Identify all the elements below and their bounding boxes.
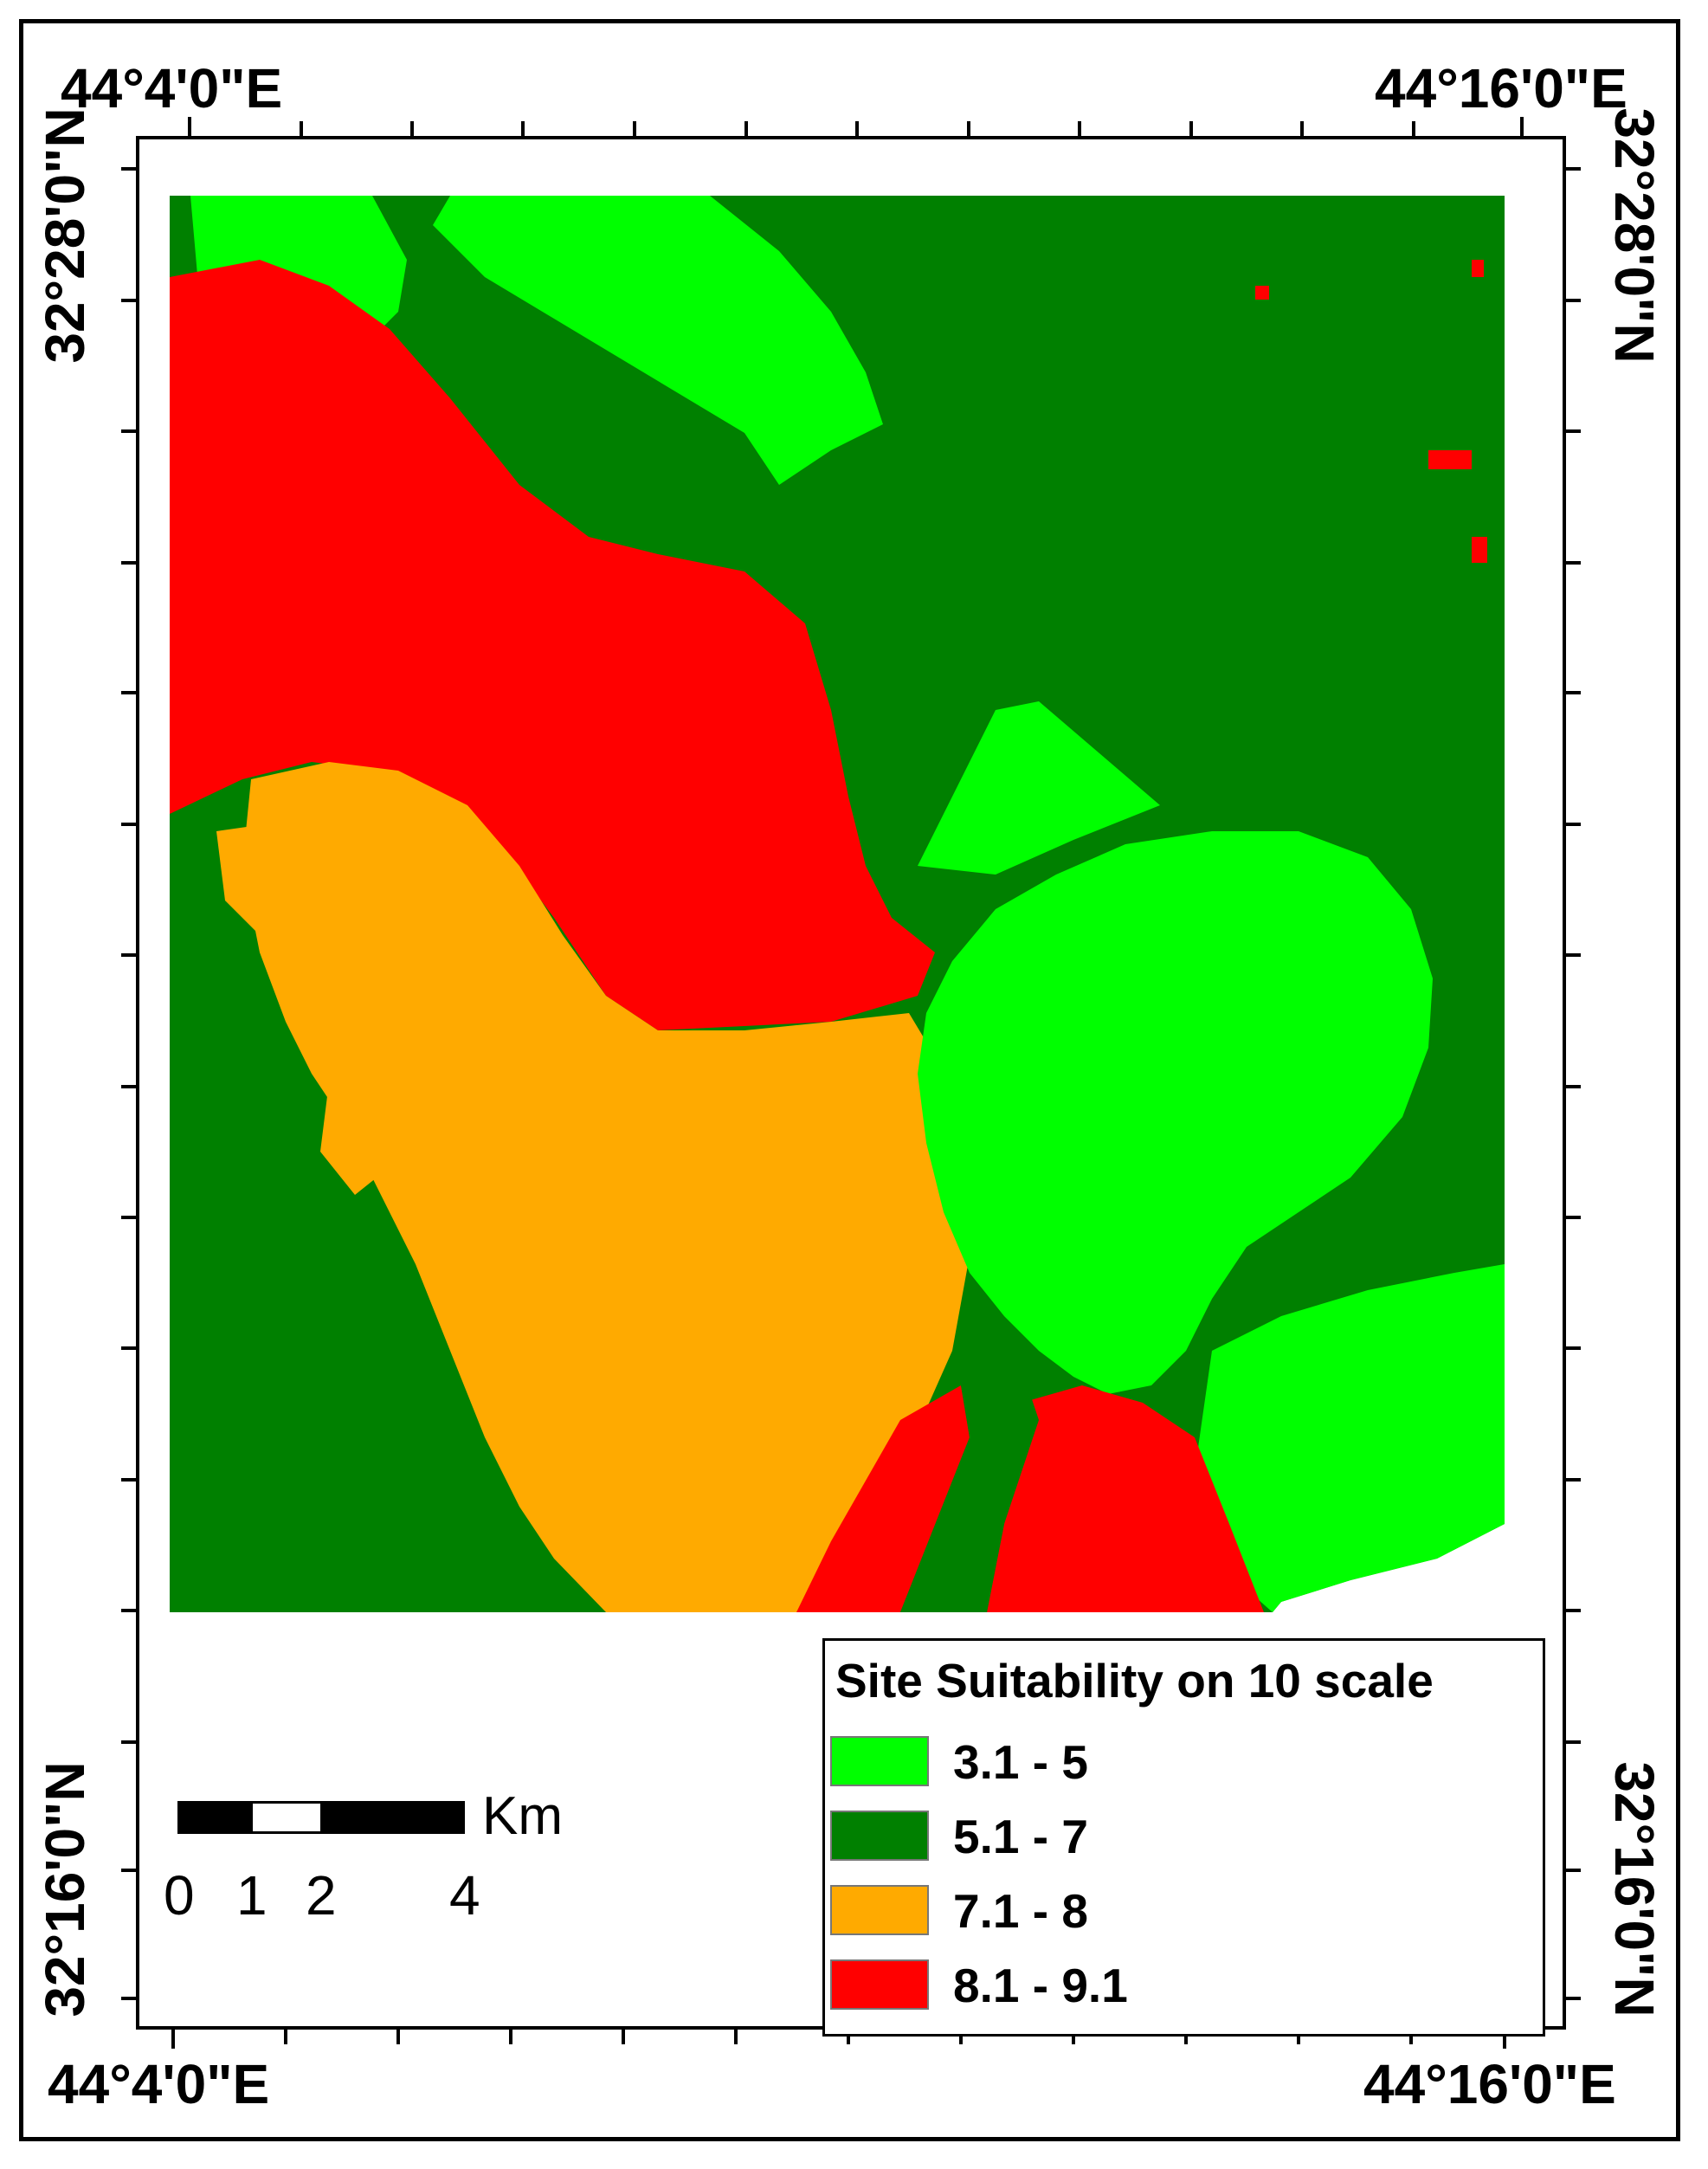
zone-8-1-9-1-south-1 xyxy=(796,1385,970,1612)
legend-swatch-bright-green xyxy=(830,1736,929,1786)
scale-bar-segment-1-2 xyxy=(250,1801,323,1834)
zone-8-1-9-1-south-2 xyxy=(987,1385,1264,1612)
zone-8-1-9-1-speck-e1 xyxy=(1472,260,1484,277)
scale-bar-tick-label: 2 xyxy=(306,1864,337,1927)
longitude-label-bottom-west: 44°4'0"E xyxy=(48,2053,270,2115)
zone-3-1-5-se xyxy=(1195,1264,1505,1612)
legend-swatch-orange xyxy=(830,1885,929,1935)
legend-swatch-dark-green xyxy=(830,1811,929,1861)
outer-frame xyxy=(19,19,1680,2141)
tick-marks xyxy=(121,117,1581,2049)
scale-bar-segment-2-4 xyxy=(321,1801,465,1834)
scale-bar-tick-label: 1 xyxy=(236,1864,267,1927)
scale-bar-tick-label: 0 xyxy=(164,1864,195,1927)
legend-label: 3.1 - 5 xyxy=(953,1735,1088,1789)
latitude-label-right-south: 32°16'0"N xyxy=(1603,1761,1666,2017)
latitude-label-left-north: 32°28'0"N xyxy=(34,107,96,364)
legend-label: 5.1 - 7 xyxy=(953,1810,1088,1863)
latitude-label-left-south: 32°16'0"N xyxy=(34,1761,96,2017)
latitude-label-right-north: 32°28'0"N xyxy=(1603,107,1666,364)
zone-3-1-5-north xyxy=(433,196,883,485)
zone-8-1-9-1-west xyxy=(170,260,935,1030)
zone-8-1-9-1-speck-e4 xyxy=(1255,286,1269,300)
scale-bar: Km 0 1 2 4 xyxy=(164,1786,645,1974)
zone-5-1-7-south-wedge xyxy=(900,1368,1039,1612)
legend-title: Site Suitability on 10 scale xyxy=(835,1654,1434,1707)
legend-item-3-1-5: 3.1 - 5 xyxy=(830,1736,1523,1788)
zone-7-1-8-west-fringe xyxy=(216,823,329,935)
legend-label: 7.1 - 8 xyxy=(953,1884,1088,1938)
scale-bar-segment-0-1 xyxy=(177,1801,252,1834)
zone-7-1-8-central xyxy=(242,762,970,1612)
scale-bar-unit: Km xyxy=(482,1786,563,1846)
longitude-label-bottom-east: 44°16'0"E xyxy=(1363,2053,1616,2115)
zone-3-1-5-lobe xyxy=(918,831,1433,1394)
zone-3-1-5-mid-triangle xyxy=(918,701,1160,875)
legend-label: 8.1 - 9.1 xyxy=(953,1959,1128,2012)
longitude-label-top-east: 44°16'0"E xyxy=(1375,57,1627,119)
legend-item-5-1-7: 5.1 - 7 xyxy=(830,1811,1523,1862)
legend-item-8-1-9-1: 8.1 - 9.1 xyxy=(830,1959,1523,2011)
zone-7-1-8-west-fringe-2 xyxy=(320,1082,398,1195)
zone-8-1-9-1-speck-e3 xyxy=(1472,537,1487,563)
legend-item-7-1-8: 7.1 - 8 xyxy=(830,1885,1523,1937)
scale-bar-tick-label: 4 xyxy=(449,1864,480,1927)
longitude-label-top-west: 44°4'0"E xyxy=(61,57,283,119)
zone-8-1-9-1-speck-e2 xyxy=(1428,450,1472,469)
legend-swatch-red xyxy=(830,1959,929,2010)
map-legend: Site Suitability on 10 scale 3.1 - 5 5.1… xyxy=(822,1638,1545,2037)
